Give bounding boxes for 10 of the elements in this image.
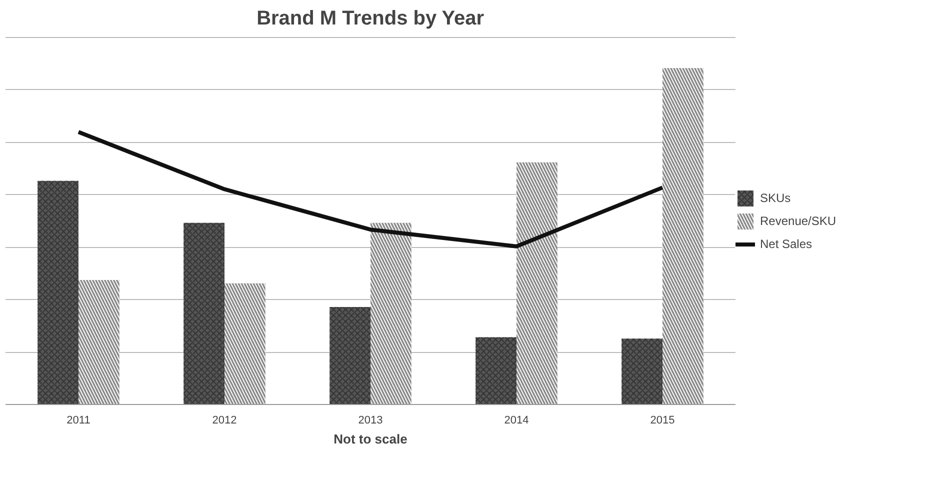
legend-label: Revenue/SKU — [760, 214, 836, 228]
legend-label: Net Sales — [760, 237, 812, 251]
x-tick-label: 2014 — [504, 414, 529, 426]
x-tick-label: 2012 — [212, 414, 237, 426]
legend-label: SKUs — [760, 191, 791, 205]
x-axis-title: Not to scale — [334, 432, 408, 446]
x-tick-label: 2011 — [66, 414, 90, 426]
x-tick-label: 2013 — [358, 414, 383, 426]
chart-title: Brand M Trends by Year — [256, 8, 484, 30]
x-tick-label: 2015 — [650, 414, 675, 426]
